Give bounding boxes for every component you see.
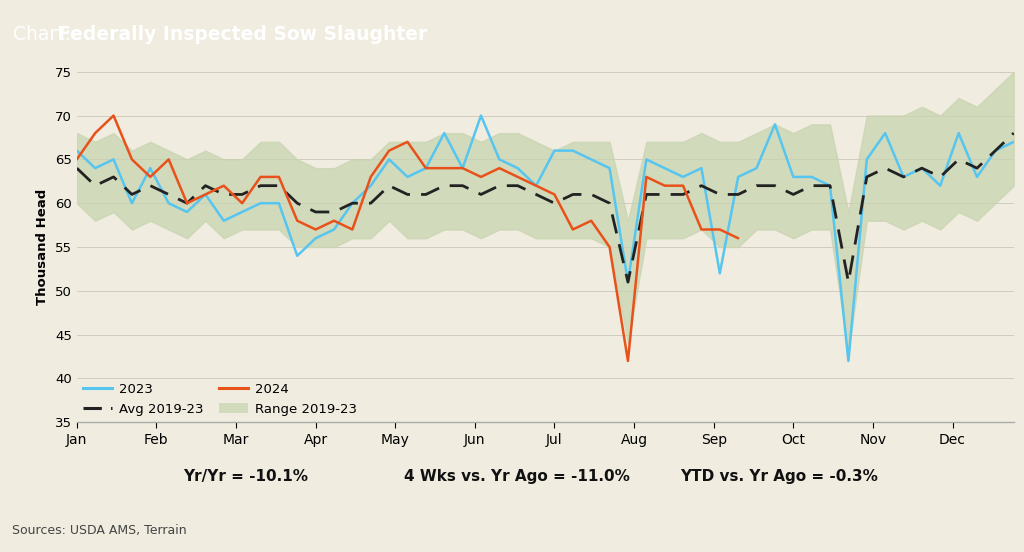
Text: Federally Inspected Sow Slaughter: Federally Inspected Sow Slaughter [58,25,428,44]
Text: YTD vs. Yr Ago = -0.3%: YTD vs. Yr Ago = -0.3% [681,469,879,485]
Text: 4 Wks vs. Yr Ago = -11.0%: 4 Wks vs. Yr Ago = -11.0% [404,469,630,485]
Text: Yr/Yr = -10.1%: Yr/Yr = -10.1% [183,469,308,485]
Y-axis label: Thousand Head: Thousand Head [37,189,49,305]
Text: Sources: USDA AMS, Terrain: Sources: USDA AMS, Terrain [12,524,187,537]
Legend: 2023, Avg 2019-23, 2024, Range 2019-23: 2023, Avg 2019-23, 2024, Range 2019-23 [83,383,357,416]
Text: Chart:: Chart: [13,25,78,44]
